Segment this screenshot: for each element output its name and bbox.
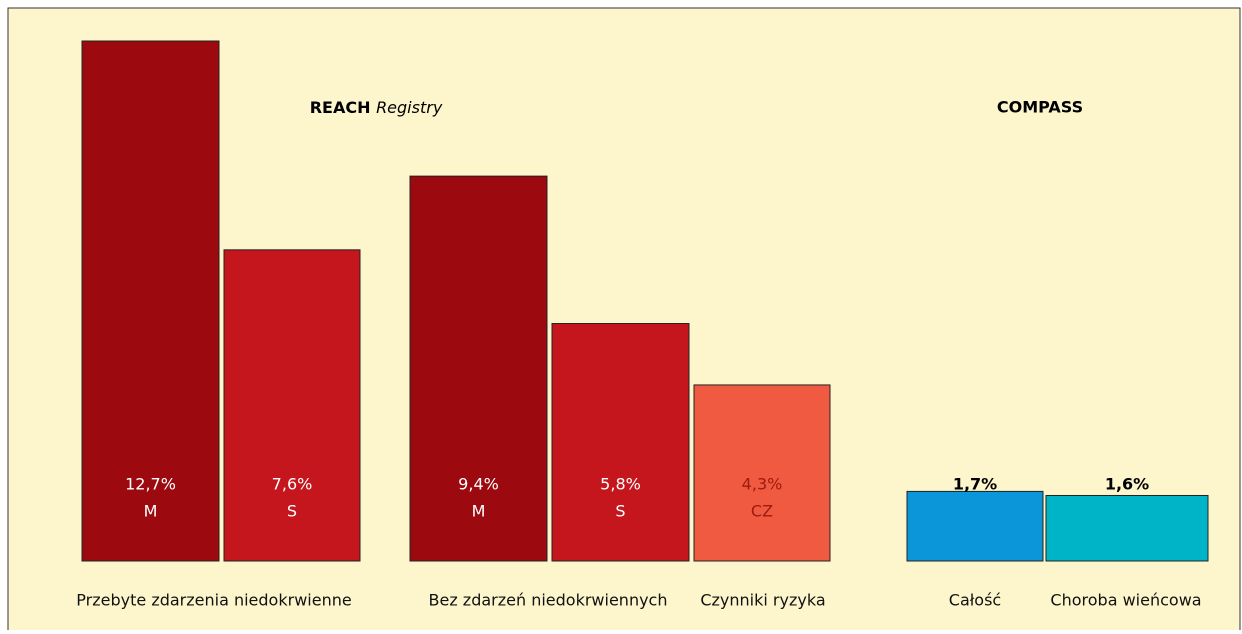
group-label: Bez zdarzeń niedokrwiennych bbox=[429, 591, 668, 610]
section-title: COMPASS bbox=[997, 98, 1083, 117]
bar-label: M bbox=[144, 502, 158, 521]
group-label: Choroba wieńcowa bbox=[1050, 591, 1201, 610]
value-label: 9,4% bbox=[458, 475, 499, 494]
value-label: 7,6% bbox=[272, 475, 313, 494]
bar bbox=[551, 323, 690, 562]
bar bbox=[223, 249, 361, 562]
bar-label: CZ bbox=[751, 502, 773, 521]
section-title-em: Registry bbox=[376, 98, 443, 117]
value-label: 12,7% bbox=[125, 475, 176, 494]
bar-label: M bbox=[472, 502, 486, 521]
value-label: 5,8% bbox=[600, 475, 641, 494]
bar bbox=[693, 384, 831, 562]
bar bbox=[409, 175, 548, 562]
bar bbox=[906, 490, 1044, 562]
group-label: Całość bbox=[949, 591, 1001, 610]
value-label: 4,3% bbox=[742, 475, 783, 494]
bar bbox=[1045, 494, 1209, 562]
group-label: Czynniki ryzyka bbox=[700, 591, 825, 610]
value-label: 1,6% bbox=[1105, 475, 1149, 494]
section-title-main: REACH bbox=[310, 98, 371, 117]
value-label: 1,7% bbox=[953, 475, 997, 494]
group-label: Przebyte zdarzenia niedokrwienne bbox=[76, 591, 351, 610]
bar bbox=[81, 40, 220, 562]
bar-label: S bbox=[615, 502, 625, 521]
section-title: REACH Registry bbox=[310, 98, 443, 117]
bar-label: S bbox=[287, 502, 297, 521]
